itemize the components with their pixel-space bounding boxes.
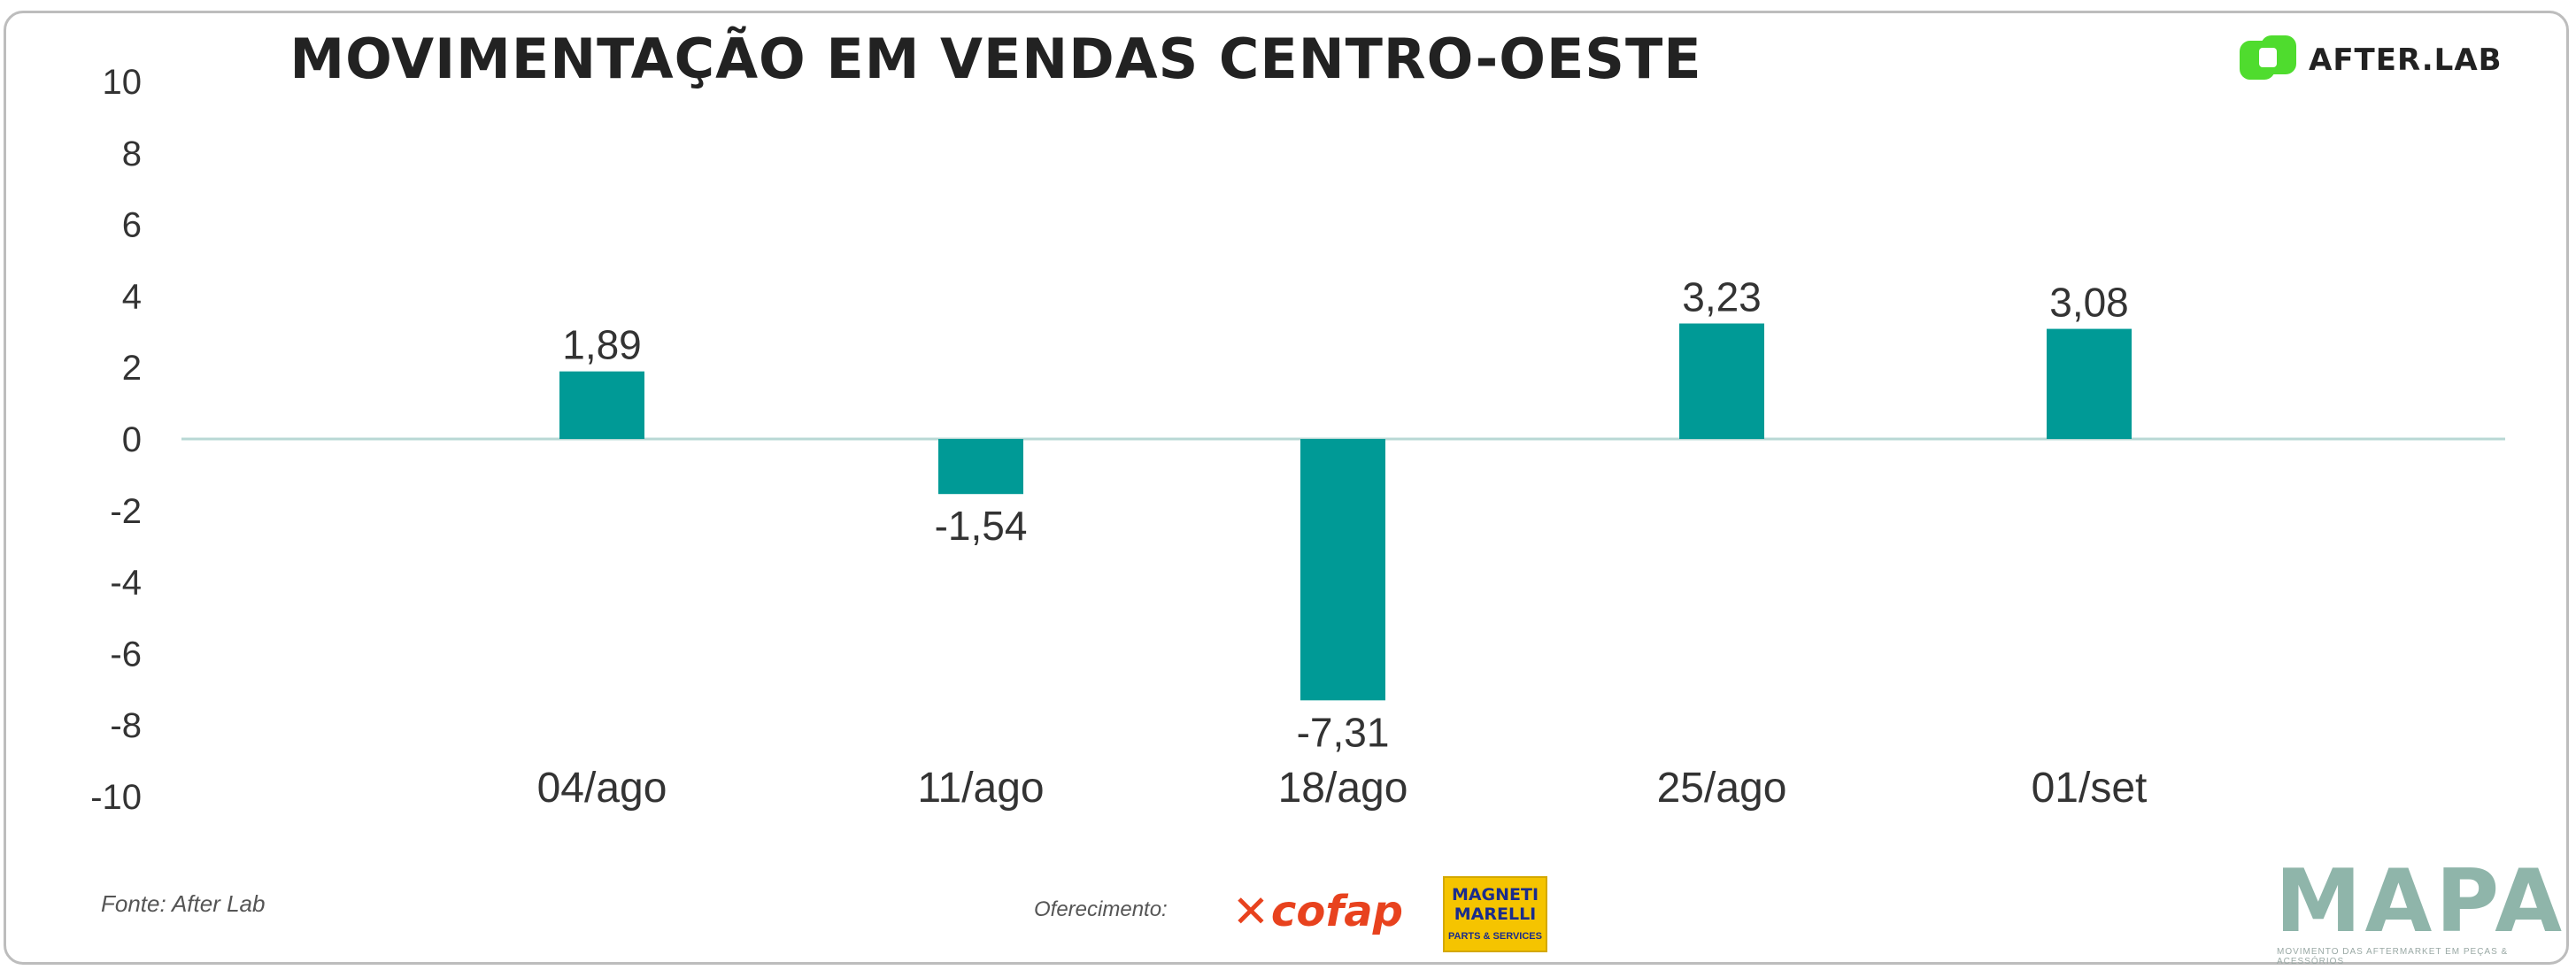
bar bbox=[2047, 328, 2132, 439]
y-tick-label: 10 bbox=[103, 63, 143, 102]
data-label: -1,54 bbox=[935, 503, 1028, 549]
x-tick-label: 01/set bbox=[2032, 765, 2148, 812]
x-tick-label: 18/ago bbox=[1278, 765, 1408, 812]
marelli-line3: PARTS & SERVICES bbox=[1448, 931, 1542, 942]
data-label: 3,23 bbox=[1682, 274, 1762, 320]
data-label: 3,08 bbox=[2049, 280, 2129, 326]
brand-name: AFTER.LAB bbox=[2309, 42, 2503, 78]
cofap-logo: ✕ cofap bbox=[1232, 885, 1403, 938]
afterlab-logo-icon bbox=[2240, 35, 2298, 85]
x-tick-label: 04/ago bbox=[537, 765, 667, 812]
y-tick-label: 6 bbox=[122, 206, 142, 245]
marelli-line1: MAGNETI bbox=[1451, 885, 1539, 905]
bar bbox=[938, 439, 1023, 495]
y-tick-label: -4 bbox=[110, 564, 142, 603]
y-tick-label: -2 bbox=[110, 492, 142, 531]
marelli-line2: MARELLI bbox=[1454, 905, 1537, 924]
y-tick-label: 4 bbox=[122, 277, 142, 316]
y-tick-label: 2 bbox=[122, 349, 142, 388]
mapa-logo: MAPA bbox=[2275, 851, 2566, 952]
y-tick-label: 8 bbox=[122, 135, 142, 173]
data-label: -7,31 bbox=[1297, 709, 1390, 755]
bar bbox=[1300, 439, 1385, 701]
bar bbox=[559, 371, 644, 439]
afterlab-brand: AFTER.LAB bbox=[2240, 34, 2503, 87]
source-note: Fonte: After Lab bbox=[101, 890, 266, 917]
y-tick-label: -6 bbox=[110, 635, 142, 674]
y-tick-label: -10 bbox=[90, 778, 142, 817]
y-tick-label: -8 bbox=[110, 706, 142, 745]
chart-title: MOVIMENTAÇÃO EM VENDAS CENTRO-OESTE bbox=[289, 27, 1702, 91]
chart-frame bbox=[4, 11, 2569, 965]
x-tick-label: 11/ago bbox=[917, 765, 1044, 812]
y-tick-label: 0 bbox=[122, 420, 142, 459]
bar bbox=[1679, 323, 1764, 439]
x-tick-label: 25/ago bbox=[1657, 765, 1787, 812]
mapa-tagline: MOVIMENTO DAS AFTERMARKET EM PEÇAS & ACE… bbox=[2277, 947, 2509, 966]
magneti-marelli-logo: MAGNETI MARELLI PARTS & SERVICES bbox=[1443, 876, 1547, 952]
data-label: 1,89 bbox=[562, 322, 642, 368]
cofap-mark-icon: ✕ bbox=[1232, 886, 1269, 937]
cofap-wordmark: cofap bbox=[1270, 887, 1403, 936]
sponsor-label: Oferecimento: bbox=[1034, 897, 1168, 921]
